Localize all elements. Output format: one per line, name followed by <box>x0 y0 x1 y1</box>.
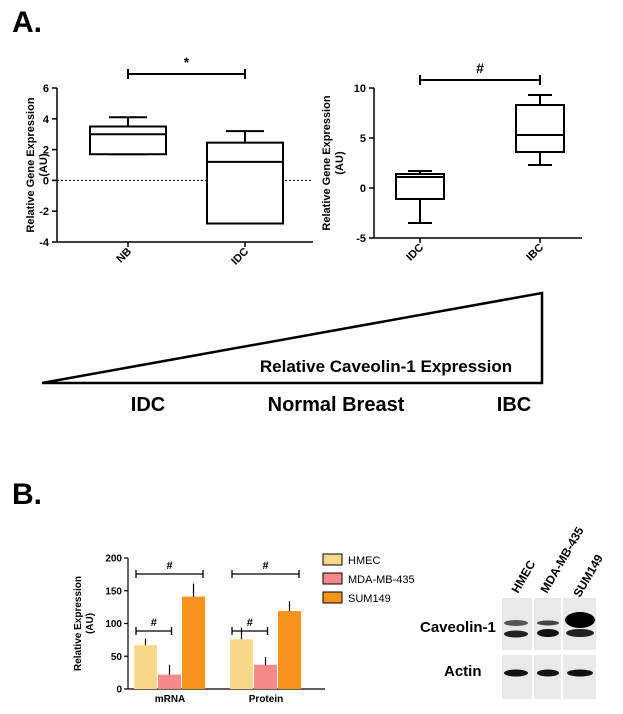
x-tick-label: IDC <box>229 246 251 268</box>
y-tick-label: 5 <box>360 133 366 145</box>
y-tick-label: 6 <box>43 83 49 95</box>
wedge-label-idc: IDC <box>131 394 165 416</box>
blot-band <box>504 669 528 677</box>
significance-label: # <box>247 617 253 629</box>
y-axis-label: Relative Gene Expression(AU) <box>321 95 346 230</box>
panel-label-b: B. <box>12 478 42 511</box>
bar <box>278 611 301 689</box>
legend-swatch <box>322 553 343 566</box>
blot-band <box>537 669 559 677</box>
y-tick-label: 50 <box>111 652 123 663</box>
y-tick-label: 2 <box>43 145 49 157</box>
y-tick-label: 0 <box>360 183 366 195</box>
significance-label: # <box>262 560 268 572</box>
blot-band <box>504 620 528 626</box>
y-tick-label: -4 <box>39 237 50 249</box>
expression-wedge <box>41 291 544 385</box>
x-tick-label: IBC <box>524 242 546 264</box>
western-blot: HMEC MDA-MB-435 SUM149 Caveolin-1 Actin <box>420 524 606 699</box>
blot-row-label-actin: Actin <box>444 663 482 680</box>
blot-band <box>537 629 559 637</box>
blot-lane-label-hmec: HMEC <box>508 558 538 596</box>
blot-band <box>567 669 593 677</box>
x-tick-label: Protein <box>249 694 283 705</box>
x-tick-label: NB <box>114 246 134 266</box>
legend-swatch <box>322 572 343 585</box>
y-tick-label: 10 <box>354 83 366 95</box>
significance-label: * <box>184 54 190 70</box>
caveolin-triangle-diagram: Relative Caveolin-1 Expression IDC Norma… <box>41 291 544 416</box>
bar <box>182 596 205 689</box>
significance-label: # <box>476 60 484 76</box>
significance-label: # <box>166 560 172 572</box>
x-tick-label: mRNA <box>155 694 186 705</box>
y-tick-label: -5 <box>356 233 366 245</box>
legend-label: MDA-MB-435 <box>348 574 415 586</box>
box <box>89 125 167 156</box>
bar <box>158 674 181 689</box>
bar <box>134 645 157 689</box>
box-plot-idc-vs-ibc: -5 0 5 10 Relative Gene Expression(AU) IDC IBC… <box>321 60 582 264</box>
y-axis-label: Relative Expression(AU) <box>73 576 96 671</box>
y-tick-label: 4 <box>43 114 50 126</box>
blot-row-label-caveolin-1: Caveolin-1 <box>420 619 496 636</box>
y-tick-label: 100 <box>105 619 122 630</box>
legend-label: HMEC <box>348 555 380 567</box>
panel-label-a: A. <box>12 6 42 39</box>
significance-label: # <box>151 617 157 629</box>
blot-membrane-actin <box>502 655 596 699</box>
y-tick-label: 200 <box>105 554 122 565</box>
box <box>515 104 565 153</box>
box <box>206 141 284 225</box>
y-axis-label: Relative Gene Expression(AU) <box>25 97 50 232</box>
wedge-label-normal-breast: Normal Breast <box>268 394 405 416</box>
y-tick-label: 0 <box>43 175 49 187</box>
blot-band <box>537 620 559 626</box>
legend-label: SUM149 <box>348 593 391 605</box>
blot-band <box>504 630 528 638</box>
bar-chart-relative-expression: 0 50 100 150 200 Relative Expression(AU) mRNA P… <box>73 553 415 705</box>
box <box>395 173 445 200</box>
wedge-label-ibc: IBC <box>497 394 531 416</box>
y-tick-label: -2 <box>39 206 49 218</box>
box-plot-nb-vs-idc: -4 -2 0 2 4 6 Relative Gene Expression(AU) NB ID… <box>25 54 313 268</box>
y-tick-label: 0 <box>116 685 122 696</box>
blot-band <box>565 612 595 628</box>
bar <box>254 664 277 689</box>
blot-band <box>566 629 594 637</box>
x-tick-label: IDC <box>404 242 426 264</box>
y-tick-label: 150 <box>105 586 122 597</box>
blot-lane-label-sum149: SUM149 <box>570 552 606 600</box>
wedge-title: Relative Caveolin-1 Expression <box>260 357 512 376</box>
legend-swatch <box>322 591 343 604</box>
bar <box>230 639 253 689</box>
